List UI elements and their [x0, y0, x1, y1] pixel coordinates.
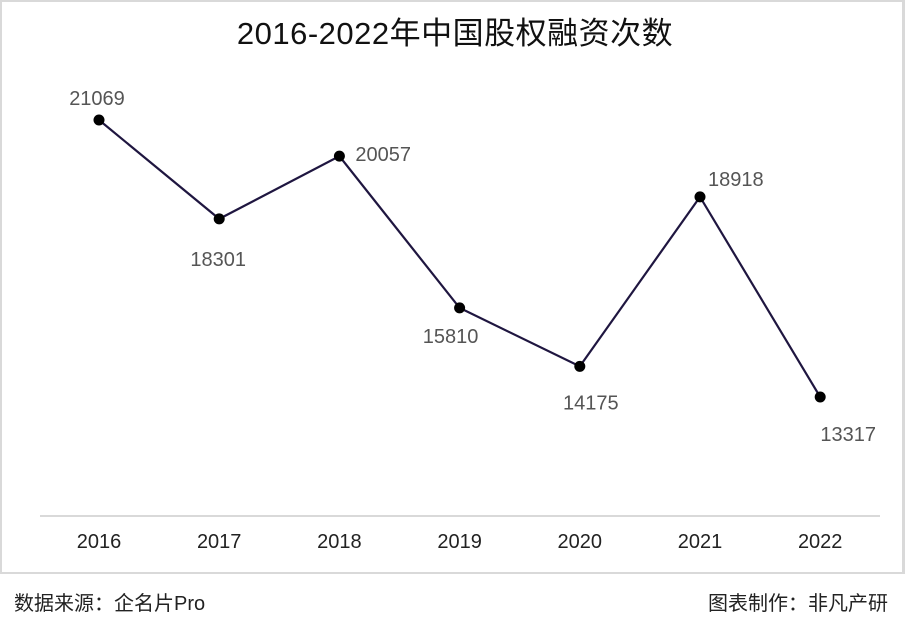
data-point-marker: [454, 302, 466, 314]
data-source: 数据来源：企名片Pro: [14, 593, 206, 615]
data-markers: [93, 114, 826, 403]
data-point-marker: [333, 150, 345, 162]
x-axis-label: 2021: [678, 531, 723, 553]
data-label: 15810: [423, 326, 479, 348]
x-axis-label: 2019: [437, 531, 482, 553]
data-label: 13317: [820, 424, 876, 446]
data-point-marker: [574, 360, 586, 372]
x-axis-labels: 2016 2017 2018 2019 2020 2021 2022: [77, 531, 843, 553]
data-point-marker: [814, 391, 826, 403]
data-point-marker: [213, 213, 225, 225]
data-label: 18918: [708, 169, 764, 191]
x-axis-label: 2022: [798, 531, 843, 553]
x-axis-label: 2016: [77, 531, 122, 553]
data-label: 18301: [190, 249, 246, 271]
data-label: 14175: [563, 392, 619, 414]
x-axis-label: 2017: [197, 531, 242, 553]
data-labels: 21069 18301 20057 15810 14175 18918 13317: [69, 88, 876, 446]
x-axis-label: 2020: [558, 531, 603, 553]
data-point-marker: [694, 191, 706, 203]
data-label: 21069: [69, 88, 125, 110]
chart-credit: 图表制作：非凡产研: [708, 593, 888, 615]
chart-title: 2016-2022年中国股权融资次数: [236, 16, 674, 51]
data-point-marker: [93, 114, 105, 126]
x-axis-label: 2018: [317, 531, 362, 553]
data-label: 20057: [355, 144, 411, 166]
